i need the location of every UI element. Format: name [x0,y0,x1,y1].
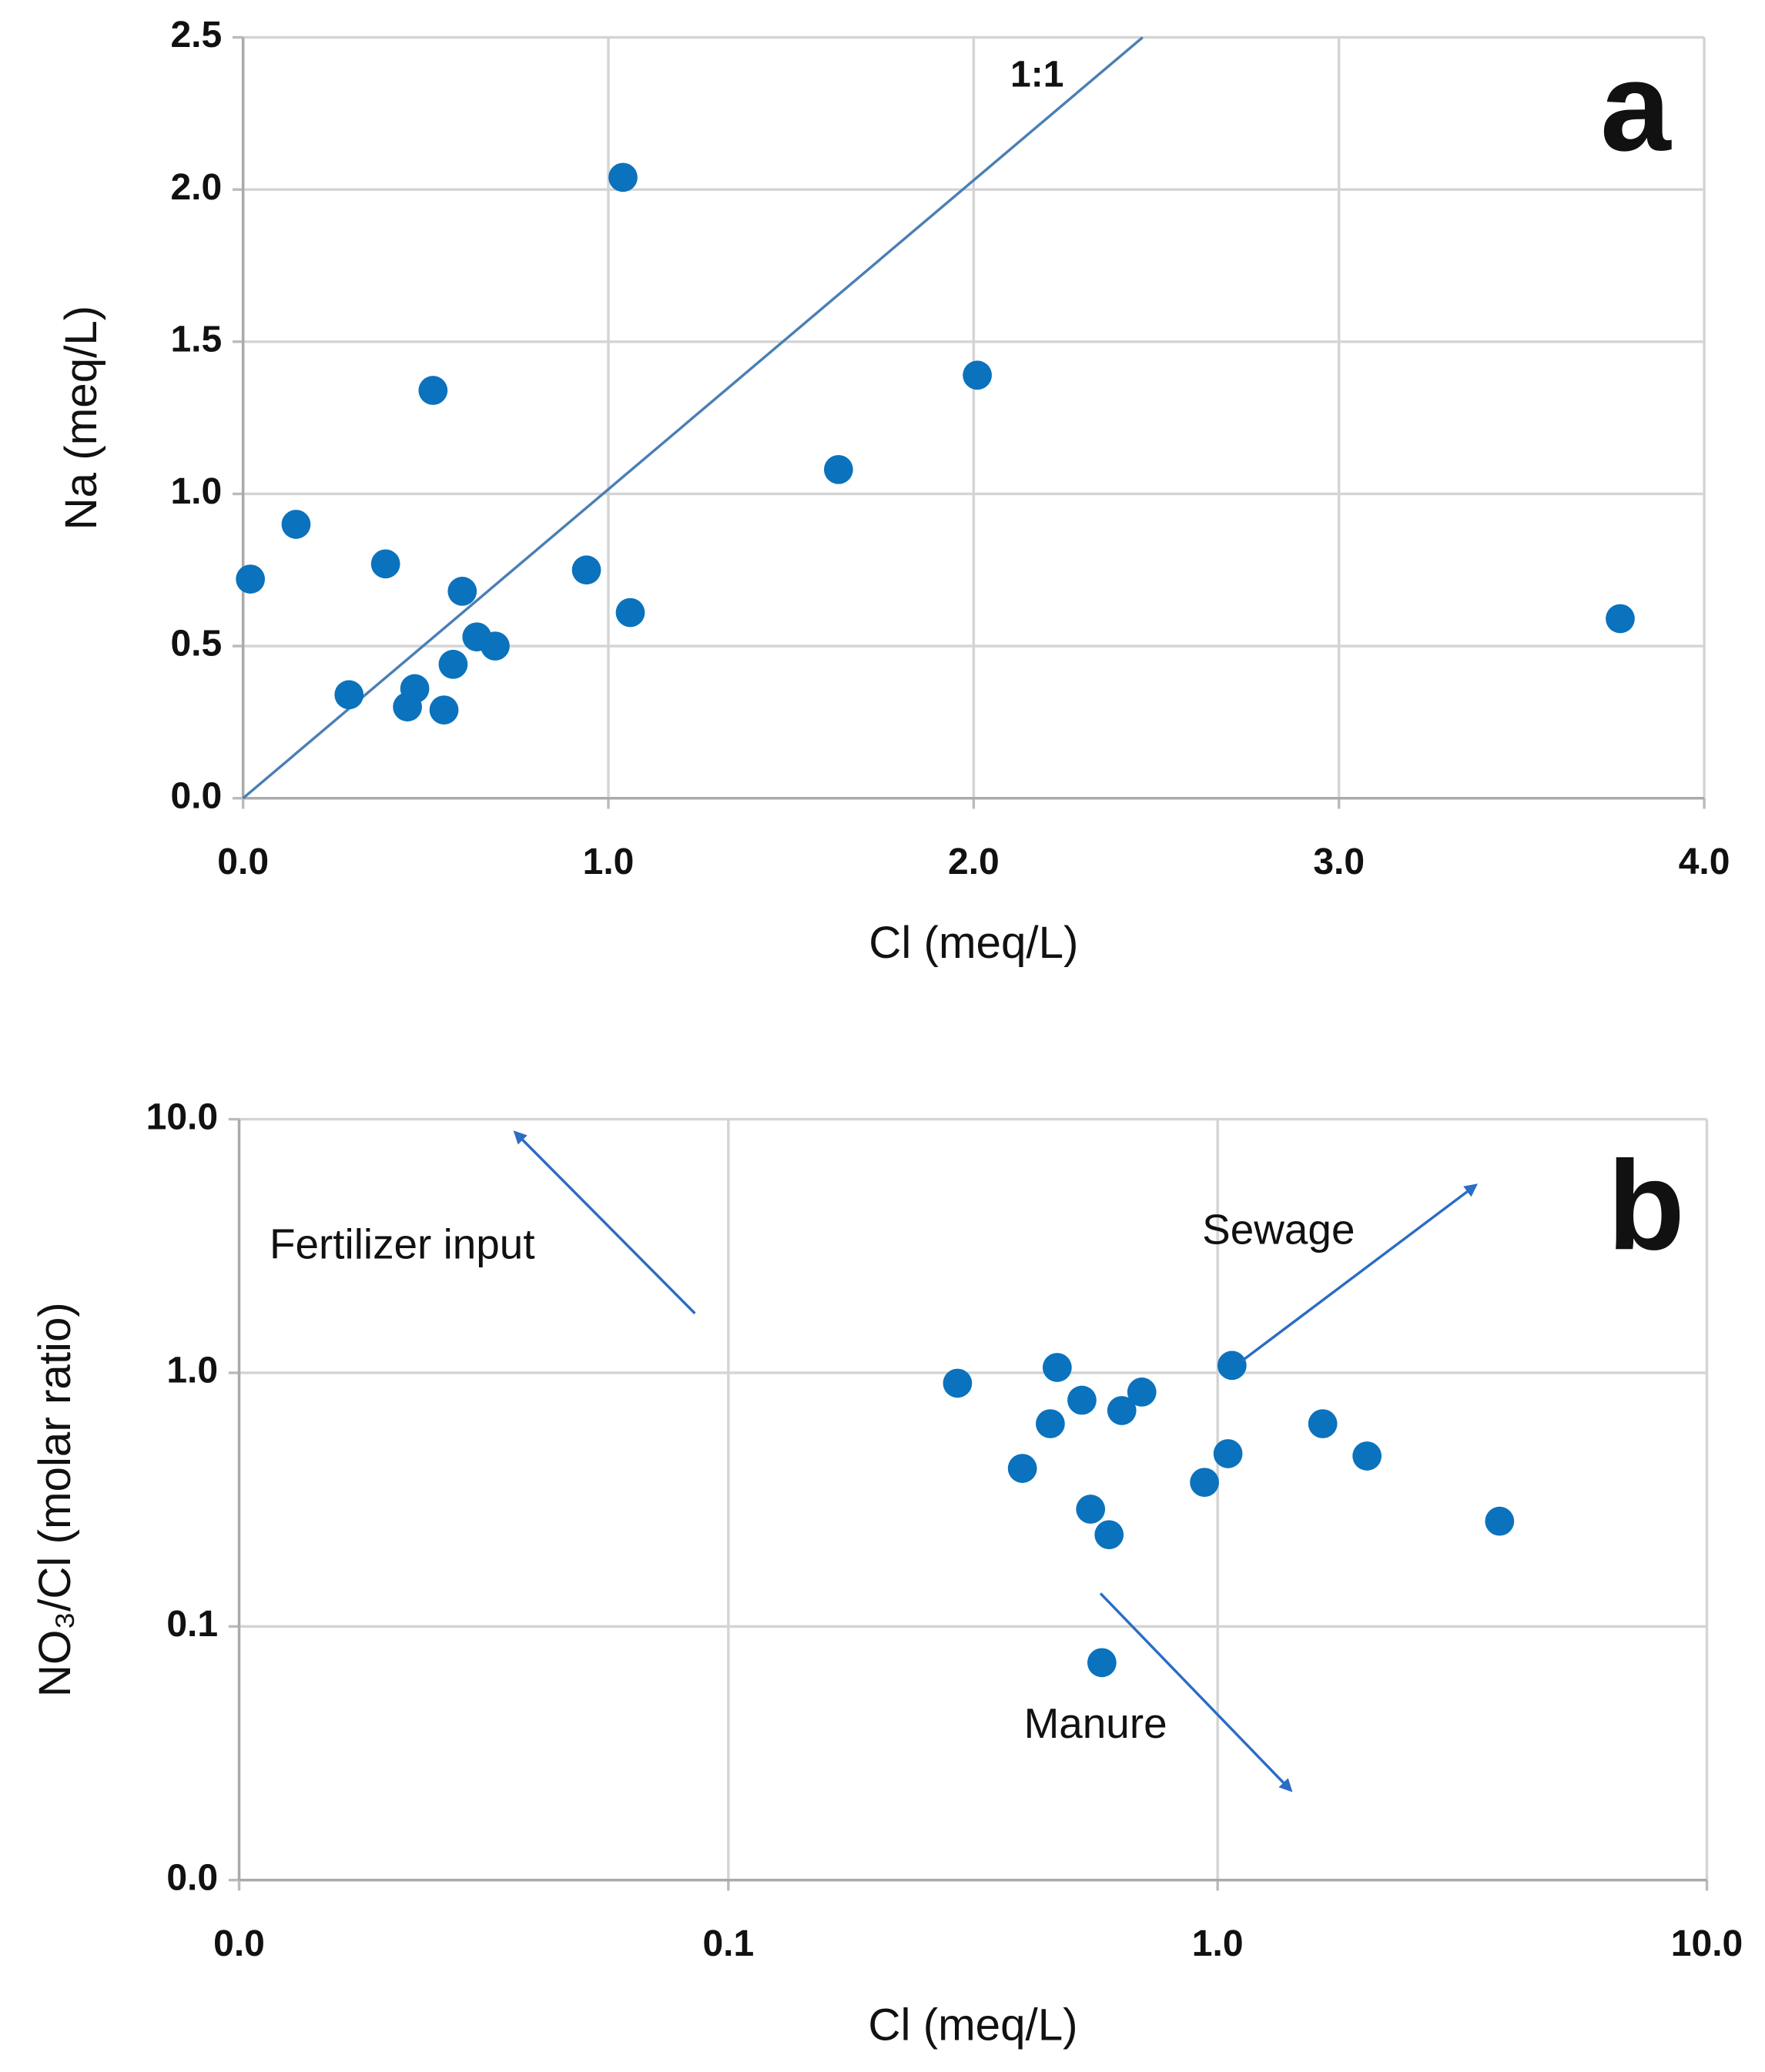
data-point [447,577,477,606]
data-point [615,597,645,628]
data-point [1067,1385,1097,1415]
x-tick-label: 0.0 [217,842,269,882]
x-tick-label: 3.0 [1313,842,1365,882]
data-point [963,360,992,390]
data-point [281,510,311,539]
y-tick-label: 1.5 [170,319,222,360]
data-point [429,695,459,725]
data-point [1087,1648,1117,1678]
x-tick-label: 0.1 [702,1923,754,1964]
x-tick-label: 2.0 [948,842,1000,882]
annotation: Fertilizer input [270,1220,535,1267]
y-tick-label: 0.1 [166,1604,218,1645]
arrow [513,1130,696,1314]
data-point [1213,1439,1243,1468]
y-tick-label: 0.0 [170,775,222,816]
panel-label: a [1600,35,1672,177]
data-point [1352,1441,1382,1471]
arrow [1099,1592,1293,1792]
x-tick-label: 4.0 [1679,842,1730,882]
ratio-label: 1:1 [1010,55,1063,95]
y-tick-label: 0.5 [170,624,222,664]
reference-line [242,36,1144,800]
annotation: Manure [1024,1699,1167,1747]
data-point [1094,1520,1124,1550]
data-point [943,1368,973,1398]
data-point [438,649,468,679]
data-point [571,555,601,585]
data-point [1127,1377,1157,1407]
data-point [1042,1353,1072,1382]
data-point [1606,604,1635,634]
y-tick-label: 2.0 [170,167,222,208]
data-point [1190,1468,1219,1498]
panel-label: b [1607,1134,1685,1276]
data-point [1007,1454,1037,1483]
y-tick-label: 1.0 [170,471,222,512]
annotation: Sewage [1202,1206,1355,1254]
data-point [1107,1396,1137,1425]
data-point [1217,1351,1247,1381]
data-point [370,549,400,579]
y-axis-label: NO₃/Cl (molar ratio) [30,1302,80,1697]
data-point [334,680,364,710]
arrow [1241,1183,1479,1362]
chart-b: 0.0 0.1 1.0 10.0 0.0 0.1 1.0 10.0 Cl (meq/L) NO₃/… [30,1096,1743,2050]
x-axis-label: Cl (meq/L) [868,2000,1077,2050]
chart-a: 0.0 1.0 2.0 3.0 4.0 0.0 0.5 1.0 1.5 2.0 2.5 Cl (meq… [56,15,1730,968]
y-tick-label: 1.0 [166,1351,218,1391]
x-tick-label: 1.0 [1192,1923,1244,1964]
data-point [400,674,430,704]
data-point [1036,1409,1065,1438]
data-point [1485,1506,1515,1536]
data-point [236,564,266,594]
y-tick-label: 2.5 [170,15,222,55]
y-tick-label: 0.0 [166,1857,218,1898]
x-tick-label: 10.0 [1671,1923,1743,1964]
data-point [823,454,853,484]
y-tick-label: 10.0 [146,1096,218,1137]
y-axis-label: Na (meq/L) [56,306,106,531]
x-tick-label: 0.0 [213,1923,265,1964]
x-tick-label: 1.0 [583,842,635,882]
data-point [418,376,448,405]
data-point [608,162,638,192]
data-point [481,631,510,661]
data-point [1076,1495,1106,1524]
x-axis-label: Cl (meq/L) [869,918,1078,968]
data-point [1308,1409,1338,1438]
